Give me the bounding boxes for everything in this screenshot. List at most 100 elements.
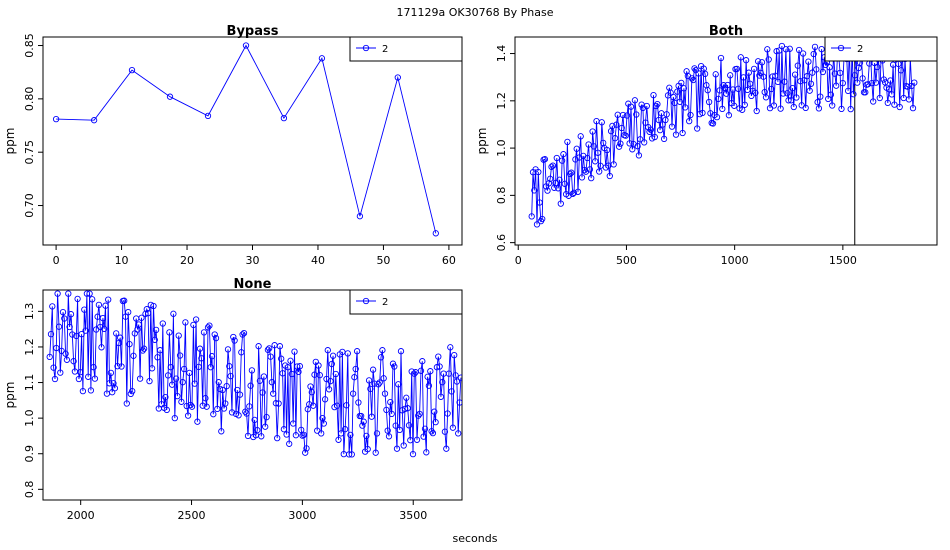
none-data-point — [99, 314, 107, 322]
none-data-point — [66, 323, 73, 331]
bypass-xtick-label: 0 — [53, 254, 60, 267]
none-data-point — [98, 344, 105, 351]
none-data-point — [50, 364, 57, 371]
none-data-point — [212, 334, 220, 342]
both-data-point — [833, 82, 840, 89]
none-data-point — [287, 357, 294, 364]
both-data-point — [611, 135, 619, 142]
none-data-point — [215, 379, 222, 386]
both-data-point — [785, 97, 792, 104]
none-data-point — [303, 445, 310, 452]
both-data-point — [639, 104, 647, 112]
bypass-data-point — [204, 112, 212, 120]
both-xtick-label: 0 — [515, 254, 522, 267]
none-data-point — [343, 402, 350, 409]
none-data-point — [121, 297, 128, 304]
both-data-point — [686, 117, 693, 125]
none-data-point — [176, 352, 184, 359]
both-data-point — [874, 63, 881, 71]
both-data-point — [528, 213, 535, 220]
both-data-point — [788, 97, 795, 104]
none-data-point — [397, 348, 405, 355]
both-data-point — [795, 46, 803, 54]
both-data-point — [739, 106, 746, 113]
none-data-point — [436, 363, 443, 370]
both-data-point — [655, 116, 662, 124]
none-data-point — [284, 364, 292, 371]
both-data-point — [531, 187, 538, 194]
both-data-point — [634, 143, 641, 150]
none-data-point — [101, 325, 108, 332]
both-data-point — [705, 98, 713, 106]
bypass-ytick-label: 0.70 — [23, 193, 36, 218]
none-data-point — [163, 406, 170, 414]
none-data-point — [130, 352, 137, 359]
both-data-point — [742, 57, 750, 64]
both-data-point — [805, 58, 812, 65]
both-data-point — [668, 123, 676, 130]
bypass-data-point — [280, 114, 288, 122]
none-data-point — [288, 370, 296, 378]
both-data-point — [768, 85, 775, 93]
both-data-point — [880, 76, 887, 83]
both-data-point — [870, 98, 877, 105]
both-data-point — [637, 136, 644, 143]
none-data-point — [355, 399, 362, 406]
both-data-point — [568, 169, 575, 176]
none-data-point — [77, 369, 84, 376]
both-data-point — [716, 87, 723, 94]
both-data-point — [694, 125, 701, 132]
none-data-point — [416, 410, 423, 418]
none-data-point — [441, 428, 449, 435]
both-data-point — [615, 143, 623, 150]
none-data-point — [347, 431, 354, 439]
none-data-point — [276, 343, 284, 350]
bypass-legend-box — [349, 36, 463, 62]
none-data-point — [383, 406, 390, 414]
none-data-point — [295, 368, 302, 376]
both-data-point — [791, 71, 799, 78]
none-data-point — [172, 375, 180, 382]
both-legend-box — [824, 36, 938, 62]
both-data-point — [911, 79, 918, 86]
bypass-ylabel: ppm — [3, 128, 17, 155]
both-ytick-label: 1.2 — [495, 92, 508, 110]
none-data-point — [292, 432, 300, 439]
none-data-point — [207, 364, 214, 371]
both-data-point — [810, 50, 817, 58]
none-data-point — [230, 333, 237, 341]
bypass-data-point — [52, 115, 60, 123]
both-data-point — [806, 87, 813, 94]
none-data-point — [235, 412, 242, 419]
none-data-point — [267, 353, 274, 360]
both-ytick-label: 0.6 — [495, 234, 508, 252]
both-data-point — [789, 84, 796, 92]
both-data-point — [727, 72, 734, 79]
none-data-point — [171, 414, 178, 422]
both-plot-frame — [514, 36, 938, 246]
none-data-point — [254, 427, 261, 434]
both-data-point — [827, 91, 835, 98]
none-data-point — [49, 303, 56, 310]
none-data-point — [376, 379, 383, 386]
none-data-point — [262, 423, 269, 430]
none-data-point — [420, 433, 427, 440]
both-data-point — [745, 69, 752, 76]
both-data-point — [887, 77, 894, 84]
none-data-point — [203, 403, 210, 410]
none-data-point — [401, 405, 409, 413]
none-title: None — [234, 277, 272, 292]
bypass-xtick-label: 40 — [311, 254, 325, 267]
none-data-point — [191, 380, 198, 387]
both-data-point — [678, 79, 685, 87]
both-data-point — [573, 145, 580, 152]
both-data-point — [565, 192, 572, 199]
none-data-point — [238, 349, 245, 356]
none-data-point — [89, 296, 96, 303]
none-data-point — [164, 372, 172, 379]
none-data-point — [179, 379, 186, 386]
none-data-point — [407, 437, 414, 444]
none-data-point — [409, 450, 417, 458]
both-data-point — [904, 83, 911, 90]
none-data-point — [117, 334, 124, 341]
